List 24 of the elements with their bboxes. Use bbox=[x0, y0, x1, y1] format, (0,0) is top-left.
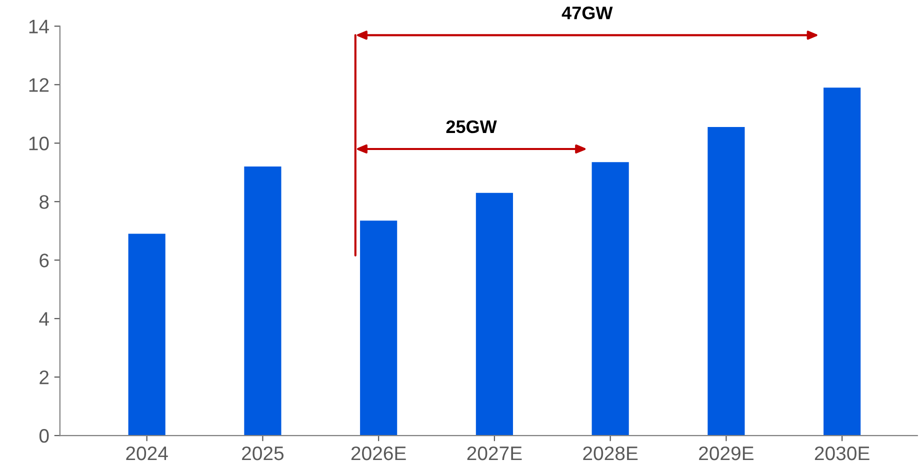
y-tick-label: 4 bbox=[39, 312, 49, 326]
text: 47GW bbox=[562, 6, 613, 20]
y-tick-label: 6 bbox=[40, 254, 49, 268]
y-tick-label: 10 bbox=[29, 136, 49, 150]
x-tick-label: 2024 bbox=[126, 446, 168, 460]
bar bbox=[824, 88, 861, 436]
y-tick-label: 2 bbox=[40, 370, 49, 384]
x-tick-label: 2026E bbox=[351, 446, 406, 460]
bar bbox=[244, 166, 282, 436]
bar bbox=[592, 162, 629, 436]
x-tick-label: 2030E bbox=[814, 446, 870, 460]
x-tick-label: 2029E bbox=[699, 446, 754, 460]
x-tick-label: 2025 bbox=[242, 446, 284, 460]
x-tick-label: 2028E bbox=[583, 446, 638, 460]
annotation: 25GW bbox=[446, 120, 497, 134]
y-tick-label: 12 bbox=[29, 78, 49, 92]
x-tick-label: 2027E bbox=[467, 446, 522, 460]
y-tick-label: 14 bbox=[29, 20, 49, 34]
bar bbox=[360, 220, 398, 436]
y-tick-label: 0 bbox=[39, 429, 49, 443]
bar bbox=[708, 127, 745, 436]
y-tick-label: 8 bbox=[40, 195, 49, 209]
bar bbox=[128, 234, 166, 436]
bar bbox=[476, 192, 513, 436]
